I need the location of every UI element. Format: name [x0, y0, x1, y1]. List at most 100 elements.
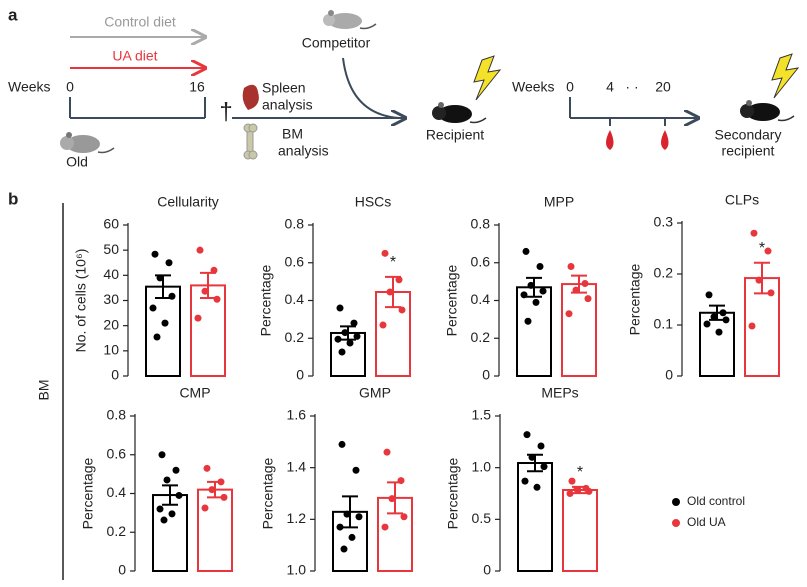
- lightning-icon: [473, 55, 502, 101]
- y-tick-label: 0.6: [471, 253, 491, 269]
- data-point: [400, 513, 408, 521]
- data-point: [533, 483, 541, 491]
- y-axis-label: Percentage: [444, 264, 460, 336]
- timeline: [569, 97, 698, 126]
- y-tick-label: 1.5: [472, 407, 492, 423]
- bar: [145, 285, 181, 377]
- data-point: [388, 495, 396, 503]
- y-tick-label: 1.2: [287, 510, 307, 526]
- data-point: [156, 274, 164, 282]
- chart-title: GMP: [359, 385, 391, 401]
- timeline-label: Weeks: [512, 79, 555, 95]
- y-tick-label: 0: [665, 367, 673, 383]
- y-tick-label: 0: [482, 367, 490, 383]
- icon-label: Secondary: [715, 127, 782, 143]
- timeline-label: · ·: [625, 79, 638, 95]
- data-point: [719, 309, 727, 317]
- data-point: [703, 320, 711, 328]
- data-point: [395, 276, 403, 284]
- legend-label: Old control: [687, 494, 745, 508]
- icon-label: analysis: [262, 97, 313, 113]
- timeline-label: 20: [655, 79, 671, 95]
- data-point: [348, 533, 356, 541]
- icon-label: Old: [66, 154, 88, 170]
- y-tick-label: 0.5: [472, 510, 492, 526]
- diet-label: Control diet: [104, 14, 176, 30]
- data-point: [764, 247, 772, 255]
- error-bar: [754, 261, 770, 295]
- icon-label: analysis: [278, 143, 329, 159]
- chart-title: CMP: [179, 385, 210, 401]
- timeline: [69, 97, 206, 119]
- lightning-icon: [771, 53, 800, 99]
- data-point: [537, 442, 545, 450]
- chart-title: MEPs: [541, 385, 578, 401]
- data-point: [397, 477, 405, 485]
- data-point: [381, 523, 389, 531]
- timeline-label: 0: [66, 79, 74, 95]
- y-tick-label: 0.8: [285, 216, 305, 232]
- data-point: [528, 453, 536, 461]
- icon-label: BM: [282, 126, 303, 142]
- data-point: [565, 310, 573, 318]
- panel-label: a: [8, 5, 18, 24]
- data-point: [341, 329, 349, 337]
- blood-drop-icon: [661, 130, 669, 150]
- bar: [332, 510, 368, 573]
- timeline-label: 0: [566, 79, 574, 95]
- data-point: [573, 485, 581, 493]
- y-tick-label: 0.8: [107, 407, 127, 423]
- y-tick-label: 50: [103, 241, 119, 257]
- blood-drop-icon: [606, 130, 614, 150]
- error-bar: [342, 495, 358, 529]
- data-point: [585, 487, 593, 495]
- data-point: [201, 287, 209, 295]
- data-point: [715, 328, 723, 336]
- y-axis-label: No. of cells (10⁶): [73, 249, 89, 353]
- y-tick-label: 0: [111, 367, 119, 383]
- significance-marker: *: [577, 464, 583, 481]
- chart-title: CLPs: [725, 192, 759, 208]
- significance-marker: *: [390, 254, 396, 271]
- data-point: [524, 317, 532, 325]
- data-point: [336, 304, 344, 312]
- data-point: [158, 451, 166, 459]
- data-point: [355, 513, 363, 521]
- data-point: [705, 291, 713, 299]
- data-point: [572, 286, 580, 294]
- y-tick-label: 0: [118, 562, 126, 578]
- spleen-icon: [242, 84, 259, 110]
- data-point: [350, 319, 358, 327]
- bar: [562, 488, 598, 572]
- y-tick-label: 0.2: [107, 523, 127, 539]
- y-tick-label: 0.8: [471, 216, 491, 232]
- data-point: [338, 440, 346, 448]
- data-point: [521, 477, 529, 485]
- data-point: [767, 289, 775, 297]
- data-point: [343, 510, 351, 518]
- data-point: [379, 321, 387, 329]
- data-point: [163, 476, 171, 484]
- mouse-icon: [740, 100, 795, 122]
- y-tick-label: 0.6: [107, 445, 127, 461]
- data-point: [346, 339, 354, 347]
- y-axis-label: Percentage: [260, 457, 276, 529]
- data-point: [527, 281, 535, 289]
- y-tick-label: 1.6: [287, 407, 307, 423]
- data-point: [568, 477, 576, 485]
- data-point: [748, 322, 756, 330]
- data-point: [522, 247, 530, 255]
- data-point: [208, 486, 216, 494]
- data-point: [750, 229, 758, 237]
- y-tick-label: 0.2: [285, 329, 305, 345]
- data-point: [540, 463, 548, 471]
- data-point: [353, 332, 361, 340]
- data-point: [383, 448, 391, 456]
- y-axis-label: Percentage: [445, 457, 461, 529]
- icon-label: Spleen: [262, 80, 306, 96]
- timeline-label: Weeks: [8, 79, 51, 95]
- data-point: [755, 276, 763, 284]
- data-point: [168, 510, 176, 518]
